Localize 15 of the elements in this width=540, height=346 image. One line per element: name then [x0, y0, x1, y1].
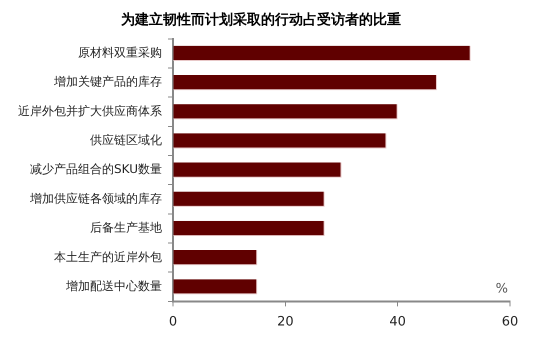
- x-tick-label: 20: [277, 314, 294, 330]
- y-tick-label: 增加配送中心数量: [65, 278, 162, 293]
- y-tick-label: 后备生产基地: [90, 220, 162, 235]
- y-tick-label: 供应链区域化: [90, 133, 162, 148]
- y-tick-label: 本土生产的近岸外包: [54, 250, 162, 264]
- y-tick-label: 减少产品组合的SKU数量: [30, 162, 162, 176]
- x-axis-title: %: [496, 281, 508, 296]
- x-tick-label: 60: [502, 314, 518, 330]
- chart-title: 为建立韧性而计划采取的行动占受访者的比重: [121, 11, 401, 28]
- y-tick-label: 近岸外包并扩大供应商体系: [18, 104, 162, 118]
- x-tick-label: 0: [168, 314, 178, 330]
- y-tick-label: 增加关键产品的库存: [53, 74, 162, 89]
- y-tick-label: 原材料双重采购: [78, 46, 162, 60]
- y-tick-label: 增加供应链各领域的库存: [29, 191, 162, 206]
- x-tick-label: 40: [389, 314, 406, 330]
